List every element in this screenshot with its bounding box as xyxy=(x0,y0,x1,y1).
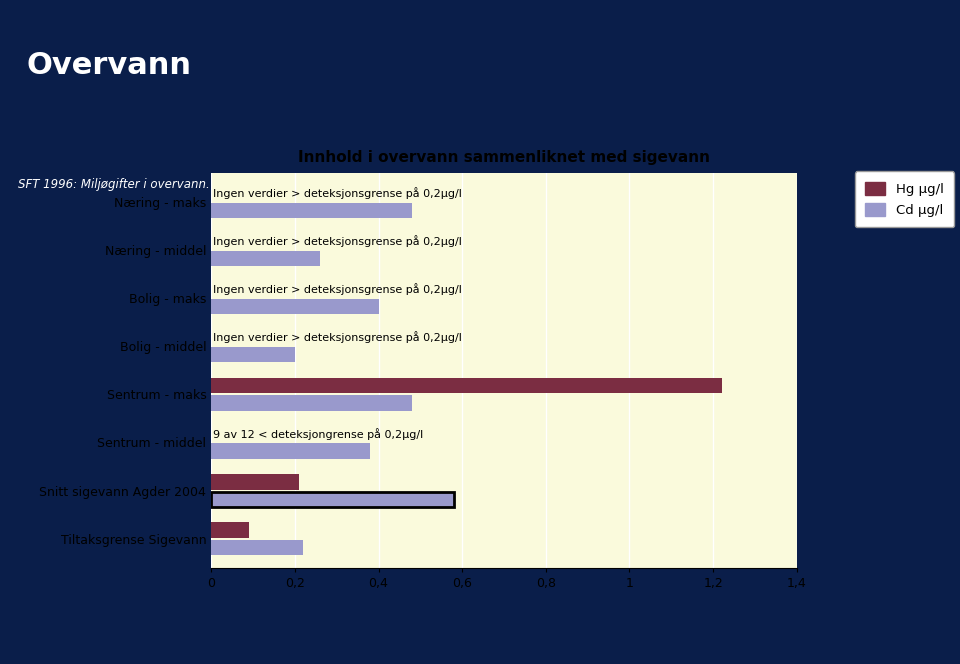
Bar xyxy=(211,203,412,218)
Text: Ingen verdier > deteksjonsgrense på 0,2µg/l: Ingen verdier > deteksjonsgrense på 0,2µ… xyxy=(213,235,462,247)
Bar xyxy=(211,251,320,266)
Bar xyxy=(211,395,412,410)
Text: SFT 1996: Miljøgifter i overvann. TA 1373/1996.: SFT 1996: Miljøgifter i overvann. TA 137… xyxy=(18,178,299,191)
Text: 9 av 12 < deteksjongrense på 0,2µg/l: 9 av 12 < deteksjongrense på 0,2µg/l xyxy=(213,428,423,440)
Bar xyxy=(211,540,303,555)
Bar xyxy=(211,491,454,507)
Bar xyxy=(211,299,378,314)
Bar xyxy=(211,444,371,459)
Text: Overvann: Overvann xyxy=(27,51,192,80)
Bar xyxy=(211,474,299,489)
Text: Ingen verdier > deteksjonsgrense på 0,2µg/l: Ingen verdier > deteksjonsgrense på 0,2µ… xyxy=(213,284,462,295)
Title: Innhold i overvann sammenliknet med sigevann: Innhold i overvann sammenliknet med sige… xyxy=(298,149,710,165)
Text: Ingen verdier > deteksjonsgrense på 0,2µg/l: Ingen verdier > deteksjonsgrense på 0,2µ… xyxy=(213,331,462,343)
Bar xyxy=(211,378,722,393)
Bar xyxy=(211,347,295,363)
Text: Ingen verdier > deteksjonsgrense på 0,2µg/l: Ingen verdier > deteksjonsgrense på 0,2µ… xyxy=(213,187,462,199)
Legend: Hg µg/l, Cd µg/l: Hg µg/l, Cd µg/l xyxy=(854,171,954,228)
Bar xyxy=(211,523,249,538)
